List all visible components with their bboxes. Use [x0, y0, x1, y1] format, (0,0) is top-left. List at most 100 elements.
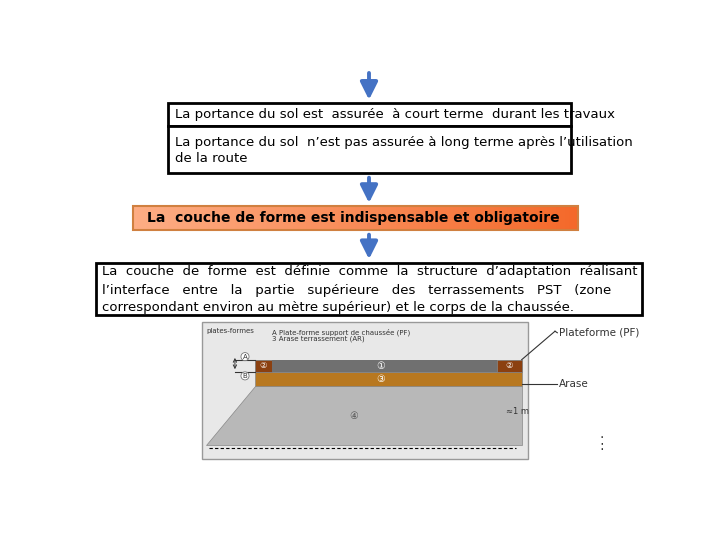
Bar — [444, 206, 450, 230]
Bar — [307, 206, 312, 230]
Text: La portance du sol  n’est pas assurée à long terme après l’utilisation: La portance du sol n’est pas assurée à l… — [175, 136, 633, 149]
Polygon shape — [255, 360, 272, 372]
Bar — [297, 206, 302, 230]
Bar — [284, 206, 289, 230]
Bar — [338, 206, 343, 230]
Bar — [552, 206, 557, 230]
Bar — [262, 206, 267, 230]
FancyBboxPatch shape — [202, 322, 528, 459]
Bar — [302, 206, 307, 230]
Bar — [244, 206, 249, 230]
Text: 3 Arase terrassement (AR): 3 Arase terrassement (AR) — [272, 336, 365, 342]
Bar — [275, 206, 281, 230]
Text: La  couche de forme est indispensable et obligatoire: La couche de forme est indispensable et … — [147, 211, 559, 225]
Bar — [146, 206, 151, 230]
Bar — [395, 206, 401, 230]
Bar — [324, 206, 330, 230]
Bar — [423, 206, 428, 230]
Bar — [480, 206, 485, 230]
Bar — [230, 206, 236, 230]
Bar — [315, 206, 320, 230]
Polygon shape — [497, 360, 522, 372]
Bar — [529, 206, 534, 230]
Bar — [271, 206, 276, 230]
Bar — [177, 206, 182, 230]
Bar — [494, 206, 499, 230]
Text: Plateforme (PF): Plateforme (PF) — [559, 328, 639, 338]
Text: ≈1 m: ≈1 m — [506, 407, 529, 416]
Bar — [503, 206, 508, 230]
Bar — [132, 206, 138, 230]
Text: ④: ④ — [349, 410, 358, 421]
Bar — [199, 206, 204, 230]
Polygon shape — [206, 386, 522, 445]
Bar — [405, 206, 410, 230]
Bar — [436, 206, 441, 230]
Bar — [204, 206, 209, 230]
Text: :: : — [599, 439, 604, 453]
Bar — [565, 206, 570, 230]
Bar — [364, 206, 369, 230]
Bar — [485, 206, 490, 230]
Bar — [391, 206, 396, 230]
Text: de la route: de la route — [175, 152, 248, 165]
Bar — [217, 206, 222, 230]
Bar — [449, 206, 454, 230]
Bar — [507, 206, 512, 230]
Bar — [382, 206, 387, 230]
Bar — [538, 206, 544, 230]
FancyBboxPatch shape — [96, 262, 642, 315]
Bar — [413, 206, 418, 230]
Bar — [137, 206, 143, 230]
Bar — [173, 206, 178, 230]
Text: .: . — [599, 427, 603, 441]
Bar — [454, 206, 459, 230]
Bar — [258, 206, 263, 230]
Bar — [574, 206, 579, 230]
Bar — [525, 206, 530, 230]
Bar — [279, 206, 285, 230]
Bar — [150, 206, 156, 230]
Bar — [440, 206, 446, 230]
Bar — [266, 206, 271, 230]
FancyBboxPatch shape — [168, 103, 570, 126]
Bar — [155, 206, 160, 230]
Text: ②: ② — [260, 361, 267, 370]
Bar — [560, 206, 566, 230]
Bar — [516, 206, 521, 230]
Bar — [159, 206, 165, 230]
Bar — [547, 206, 552, 230]
Bar — [427, 206, 432, 230]
Bar — [409, 206, 414, 230]
Bar — [462, 206, 467, 230]
Bar — [253, 206, 258, 230]
Text: A Plate-forme support de chaussée (PF): A Plate-forme support de chaussée (PF) — [272, 328, 410, 336]
Bar — [387, 206, 392, 230]
Bar — [333, 206, 338, 230]
Bar — [511, 206, 517, 230]
Bar — [378, 206, 383, 230]
FancyBboxPatch shape — [168, 126, 570, 173]
Text: La  couche  de  forme  est  définie  comme  la  structure  d’adaptation  réalisa: La couche de forme est définie comme la … — [102, 266, 638, 279]
Bar — [418, 206, 423, 230]
Polygon shape — [255, 360, 522, 372]
Bar — [556, 206, 561, 230]
Bar — [521, 206, 526, 230]
Bar — [186, 206, 192, 230]
Bar — [226, 206, 231, 230]
Bar — [248, 206, 253, 230]
Text: La portance du sol est  assurée  à court terme  durant les travaux: La portance du sol est assurée à court t… — [175, 109, 616, 122]
Bar — [400, 206, 405, 230]
Bar — [168, 206, 174, 230]
Text: correspondant environ au mètre supérieur) et le corps de la chaussée.: correspondant environ au mètre supérieur… — [102, 301, 575, 314]
Bar — [235, 206, 240, 230]
Bar — [289, 206, 294, 230]
Bar — [458, 206, 463, 230]
Bar — [570, 206, 575, 230]
Bar — [489, 206, 495, 230]
Bar — [498, 206, 503, 230]
Bar — [360, 206, 365, 230]
Polygon shape — [255, 372, 522, 386]
Bar — [181, 206, 187, 230]
Bar — [222, 206, 227, 230]
